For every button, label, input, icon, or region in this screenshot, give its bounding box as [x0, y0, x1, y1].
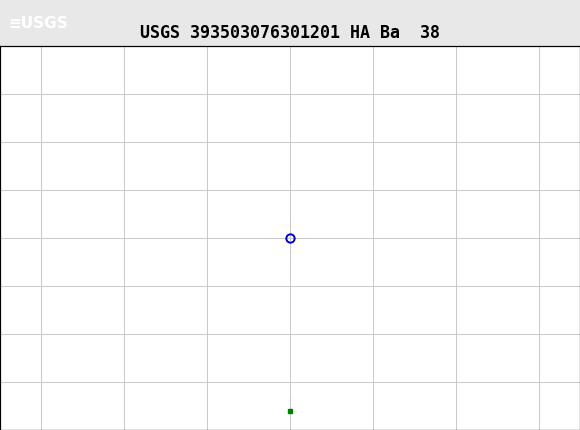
Text: ≡USGS: ≡USGS — [9, 15, 68, 31]
Title: USGS 393503076301201 HA Ba  38: USGS 393503076301201 HA Ba 38 — [140, 24, 440, 42]
